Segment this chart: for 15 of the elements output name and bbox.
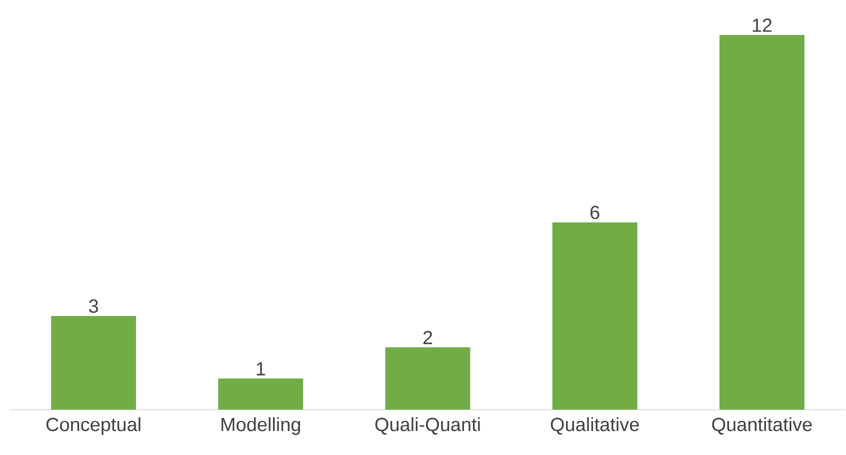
bar bbox=[218, 378, 304, 410]
x-tick-label: Qualitative bbox=[550, 417, 639, 435]
x-tick-label: Quali-Quanti bbox=[375, 417, 480, 435]
x-tick-label: Conceptual bbox=[46, 417, 140, 436]
data-label: 3 bbox=[88, 300, 98, 313]
x-tick-label: Modelling bbox=[222, 417, 300, 436]
bar bbox=[719, 35, 804, 410]
data-label: 1 bbox=[256, 362, 265, 376]
data-label: 12 bbox=[752, 18, 772, 32]
data-label: 6 bbox=[590, 206, 600, 220]
bar bbox=[552, 222, 638, 410]
bar bbox=[51, 316, 136, 410]
data-label: 2 bbox=[423, 330, 432, 344]
bar bbox=[385, 347, 470, 410]
x-tick-label: Quantitative bbox=[712, 417, 812, 435]
